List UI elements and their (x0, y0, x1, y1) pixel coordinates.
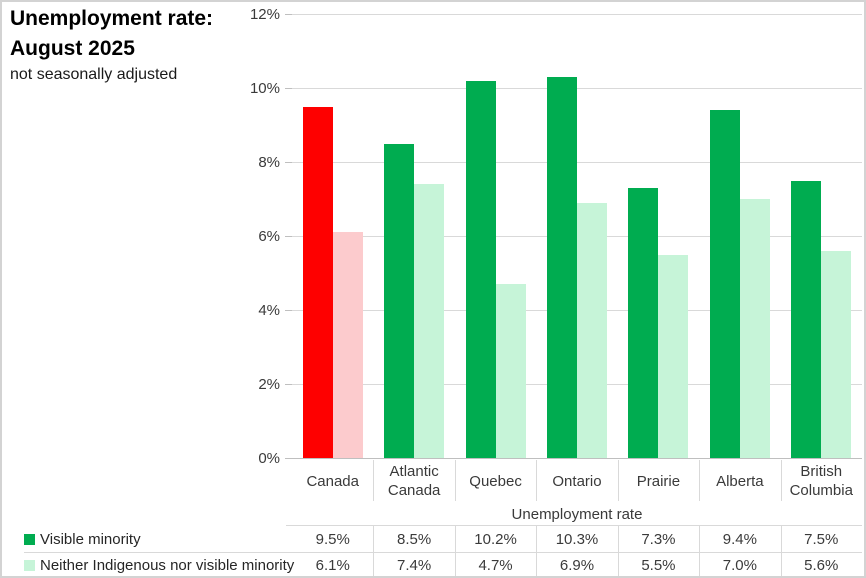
table-top-line (286, 525, 862, 526)
x-category-label-ontario: Ontario (552, 472, 602, 490)
bar-neither-indigenous-nor-visible-minority-alberta (739, 199, 770, 458)
gridline-10 (292, 87, 862, 89)
x-category-label-alberta: Alberta (716, 472, 764, 490)
y-tick-label-10: 10% (249, 80, 280, 97)
table-cell-visible-minority-atlantic-canada: 8.5% (397, 530, 432, 548)
legend-label-neither-indigenous-nor-visible-minority: Neither Indigenous nor visible minority (40, 556, 295, 574)
table-cell-neither-indigenous-nor-visible-minority-atlantic-canada: 7.4% (397, 556, 432, 574)
column-separator (373, 525, 375, 576)
bar-neither-indigenous-nor-visible-minority-atlantic-canada (414, 184, 445, 458)
chart-title-line2: August 2025 (10, 37, 135, 60)
table-cell-neither-indigenous-nor-visible-minority-ontario: 6.9% (559, 556, 595, 574)
x-axis-title: Unemployment rate (511, 506, 643, 523)
table-cell-neither-indigenous-nor-visible-minority-quebec: 4.7% (478, 556, 513, 574)
table-cell-visible-minority-canada: 9.5% (315, 530, 350, 548)
table-row-line (24, 552, 862, 553)
table-cell-neither-indigenous-nor-visible-minority-alberta: 7.0% (722, 556, 757, 574)
bar-visible-minority-canada (302, 106, 333, 458)
y-tickmark-2 (285, 383, 292, 385)
table-cell-visible-minority-prairie: 7.3% (641, 530, 676, 548)
chart-title-line1: Unemployment rate: (10, 7, 214, 30)
x-category-label-british-columbia: British Columbia (789, 463, 853, 499)
bar-visible-minority-ontario (547, 76, 577, 458)
column-separator (536, 460, 538, 501)
column-separator (699, 460, 701, 501)
column-separator (780, 525, 782, 576)
table-cell-visible-minority-british-columbia: 7.5% (804, 530, 839, 548)
bar-visible-minority-british-columbia (791, 180, 822, 458)
table-cell-visible-minority-quebec: 10.2% (474, 530, 517, 548)
bar-visible-minority-alberta (709, 110, 740, 458)
x-category-label-prairie: Prairie (636, 472, 681, 490)
column-separator (373, 460, 375, 501)
column-separator (536, 525, 538, 576)
gridline-12 (292, 13, 862, 15)
bar-neither-indigenous-nor-visible-minority-quebec (495, 284, 526, 458)
x-axis-line (285, 457, 862, 459)
legend-swatch-visible-minority (24, 533, 35, 545)
bar-visible-minority-atlantic-canada (384, 143, 415, 458)
y-tick-label-0: 0% (258, 450, 280, 467)
table-cell-visible-minority-ontario: 10.3% (555, 530, 599, 548)
legend-swatch-neither-indigenous-nor-visible-minority (24, 559, 35, 571)
column-separator (617, 460, 619, 501)
bar-visible-minority-quebec (465, 80, 496, 458)
bar-neither-indigenous-nor-visible-minority-ontario (577, 202, 607, 458)
legend-label-visible-minority: Visible minority (40, 530, 141, 548)
x-category-label-atlantic-canada: Atlantic Canada (387, 463, 441, 499)
y-tickmark-4 (285, 309, 292, 311)
chart-title-block: Unemployment rate: August 2025 not seaso… (10, 4, 280, 85)
x-category-label-quebec: Quebec (469, 472, 522, 490)
bar-neither-indigenous-nor-visible-minority-canada (332, 232, 363, 458)
y-tickmark-12 (285, 13, 292, 15)
bar-visible-minority-prairie (628, 187, 659, 458)
y-tickmark-10 (285, 87, 292, 89)
column-separator (454, 460, 456, 501)
column-separator (780, 460, 782, 501)
column-separator (454, 525, 456, 576)
table-cell-neither-indigenous-nor-visible-minority-british-columbia: 5.6% (804, 556, 839, 574)
bar-neither-indigenous-nor-visible-minority-prairie (658, 254, 689, 458)
column-separator (617, 525, 619, 576)
legend-item-visible-minority: Visible minority (24, 526, 141, 552)
table-cell-visible-minority-alberta: 9.4% (722, 530, 757, 548)
gridline-8 (292, 161, 862, 163)
x-category-label-canada: Canada (306, 472, 359, 490)
y-tick-label-4: 4% (258, 302, 280, 319)
y-tick-label-6: 6% (258, 228, 280, 245)
y-tick-label-8: 8% (258, 154, 280, 171)
table-cell-neither-indigenous-nor-visible-minority-canada: 6.1% (315, 556, 350, 574)
table-cell-neither-indigenous-nor-visible-minority-prairie: 5.5% (641, 556, 676, 574)
bar-neither-indigenous-nor-visible-minority-british-columbia (821, 250, 852, 458)
column-separator (699, 525, 701, 576)
y-tick-label-2: 2% (258, 376, 280, 393)
chart-subtitle: not seasonally adjusted (10, 66, 178, 83)
y-tickmark-6 (285, 235, 292, 237)
y-tick-label-12: 12% (249, 6, 280, 23)
legend-item-neither-indigenous-nor-visible-minority: Neither Indigenous nor visible minority (24, 552, 295, 576)
y-tickmark-8 (285, 161, 292, 163)
